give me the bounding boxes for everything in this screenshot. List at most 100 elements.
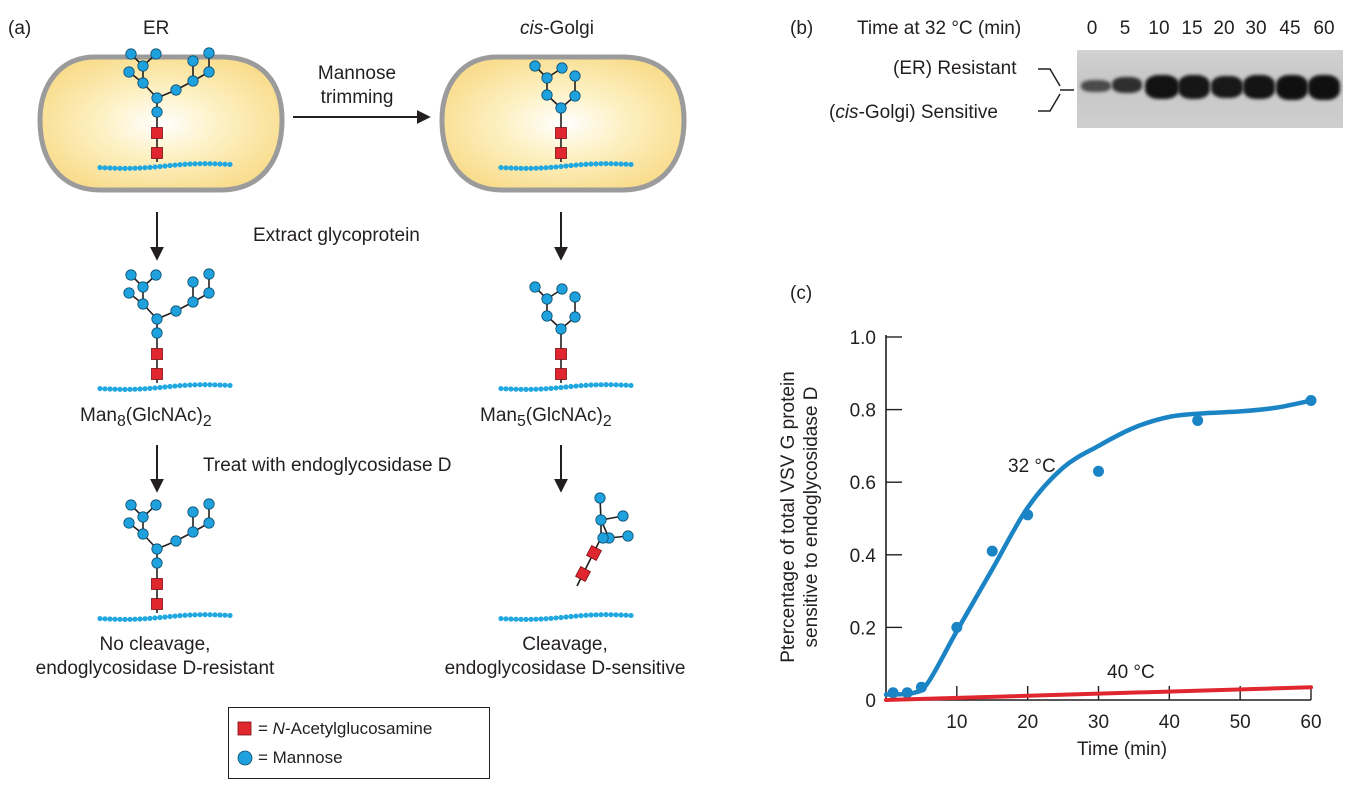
glcnac-square bbox=[555, 127, 567, 139]
membrane-protein-chain bbox=[498, 161, 634, 171]
mannose-circle bbox=[151, 543, 163, 555]
data-point bbox=[1305, 395, 1317, 407]
mannose-circle bbox=[151, 92, 163, 104]
mannose-circle bbox=[123, 66, 135, 78]
series-label-40: 40 °C bbox=[1107, 662, 1155, 683]
mannose-circle bbox=[125, 48, 137, 60]
membrane-protein-chain bbox=[97, 612, 233, 622]
mannose-circle bbox=[187, 526, 199, 538]
mannose-circle bbox=[137, 298, 149, 310]
glcnac-square bbox=[151, 147, 163, 159]
panel-a-diagram bbox=[37, 47, 687, 766]
series-label-32: 32 °C bbox=[1008, 456, 1056, 477]
x-tick-label: 50 bbox=[1230, 712, 1251, 733]
x-tick-label: 10 bbox=[946, 712, 967, 733]
mannose-circle bbox=[123, 287, 135, 299]
membrane-protein-chain bbox=[498, 382, 634, 392]
mannose-circle bbox=[187, 55, 199, 67]
mannose-circle bbox=[125, 499, 137, 511]
mannose-circle bbox=[123, 517, 135, 529]
y-tick-label: 1.0 bbox=[850, 328, 876, 349]
membrane-protein-chain bbox=[498, 612, 634, 622]
mannose-circle bbox=[529, 281, 541, 293]
x-axis-label: Time (min) bbox=[1077, 739, 1168, 760]
mannose-circle bbox=[203, 268, 215, 280]
er-cell bbox=[37, 54, 285, 193]
mannose-circle bbox=[556, 62, 568, 74]
data-point bbox=[1022, 509, 1034, 521]
lane-label: 5 bbox=[1119, 18, 1131, 39]
glcnac-square bbox=[575, 566, 591, 582]
mannose-circle bbox=[597, 532, 609, 544]
panel-a-letter: (a) bbox=[8, 18, 32, 39]
mannose-circle bbox=[203, 287, 215, 299]
x-tick-label: 30 bbox=[1088, 712, 1109, 733]
gel-image bbox=[1077, 50, 1343, 128]
gel-band bbox=[1112, 77, 1142, 93]
data-point bbox=[915, 681, 927, 693]
data-point bbox=[1192, 414, 1204, 426]
data-point bbox=[986, 545, 998, 557]
lane-label: 30 bbox=[1245, 18, 1267, 39]
y-tick-label: 0.4 bbox=[850, 546, 877, 567]
mannose-circle bbox=[203, 66, 215, 78]
legend-glcnac-square bbox=[237, 721, 252, 736]
cleavage-label: Cleavage, endoglycosidase D-sensitive bbox=[444, 634, 686, 679]
gel-band bbox=[1178, 75, 1210, 99]
glycan-man5 bbox=[529, 281, 581, 383]
mannose-circle bbox=[541, 310, 553, 322]
glycan-man8 bbox=[123, 47, 215, 162]
y-tick-label: 0 bbox=[865, 691, 876, 712]
glcnac-square bbox=[151, 578, 163, 590]
x-tick-label: 60 bbox=[1300, 712, 1321, 733]
glycan-man8 bbox=[123, 268, 215, 383]
series-line-40c bbox=[884, 685, 1313, 702]
data-point bbox=[1093, 465, 1104, 477]
mannose-circle bbox=[569, 291, 581, 303]
lane-label: 60 bbox=[1313, 18, 1335, 39]
series-line-32c bbox=[883, 398, 1314, 697]
gel-band bbox=[1211, 76, 1243, 98]
mannose-circle bbox=[125, 269, 137, 281]
mannose-circle bbox=[203, 498, 215, 510]
lane-label: 10 bbox=[1148, 18, 1170, 39]
mannose-trimming-label: Mannose trimming bbox=[317, 63, 397, 108]
panel-c-letter: (c) bbox=[790, 283, 813, 304]
gel-bracket bbox=[1038, 68, 1074, 112]
er-label: ER bbox=[143, 18, 170, 39]
mannose-circle bbox=[203, 47, 215, 59]
membrane-protein-chain bbox=[97, 161, 233, 171]
legend-mannose-circle bbox=[237, 750, 253, 766]
mannose-circle bbox=[569, 70, 581, 82]
mannose-circle bbox=[529, 60, 541, 72]
mannose-circle bbox=[569, 311, 581, 323]
cleaved-glycan bbox=[575, 492, 634, 587]
gel-band bbox=[1145, 75, 1179, 99]
legend-mannose-label: = Mannose bbox=[258, 748, 343, 767]
glcnac-square bbox=[151, 127, 163, 139]
glcnac-square bbox=[555, 368, 567, 380]
gel-band bbox=[1081, 80, 1111, 92]
mannose-circle bbox=[151, 327, 163, 339]
lane-label: 20 bbox=[1213, 18, 1235, 39]
mannose-circle bbox=[150, 499, 162, 511]
membrane-protein-chain bbox=[97, 382, 233, 392]
mannose-circle bbox=[556, 283, 568, 295]
extract-label: Extract glycoprotein bbox=[253, 225, 420, 246]
lane-label: 0 bbox=[1086, 18, 1098, 39]
glcnac-square bbox=[151, 598, 163, 610]
mannose-circle bbox=[541, 293, 553, 305]
mannose-circle bbox=[555, 323, 567, 335]
panel-b-letter: (b) bbox=[790, 18, 814, 39]
y-tick-label: 0.2 bbox=[850, 618, 876, 639]
mannose-circle bbox=[617, 510, 629, 522]
mannose-circle bbox=[187, 296, 199, 308]
gel-band bbox=[1308, 75, 1340, 100]
mannose-circle bbox=[150, 48, 162, 60]
gel-band bbox=[1276, 75, 1308, 100]
mannose-circle bbox=[151, 313, 163, 325]
mannose-circle bbox=[541, 89, 553, 101]
mannose-circle bbox=[187, 75, 199, 87]
mannose-circle bbox=[151, 557, 163, 569]
